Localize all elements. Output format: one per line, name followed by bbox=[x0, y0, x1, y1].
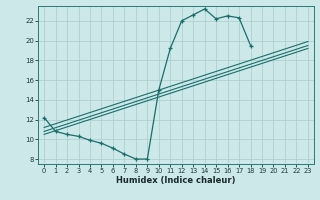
X-axis label: Humidex (Indice chaleur): Humidex (Indice chaleur) bbox=[116, 176, 236, 185]
